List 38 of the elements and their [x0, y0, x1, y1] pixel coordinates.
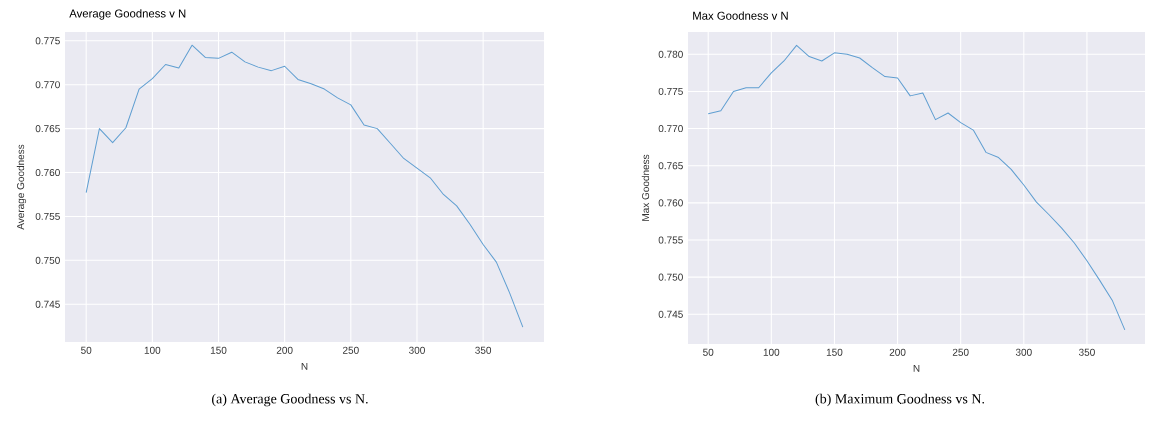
y-tick-label: 0.770: [658, 125, 683, 133]
y-axis-title: Average Goodness: [16, 144, 27, 230]
text: (a) Average Goodness vs N.: [212, 393, 368, 407]
x-tick-label: 100: [144, 346, 161, 354]
y-tick-label: 0.750: [658, 273, 683, 281]
x-axis-title: N: [913, 364, 920, 372]
y-tick-label: 0.775: [658, 87, 683, 95]
x-tick-label: 350: [1078, 348, 1095, 356]
x-tick-label: 350: [475, 346, 492, 354]
x-tick-label: 300: [409, 346, 425, 354]
x-tick-label: 200: [889, 348, 906, 356]
y-tick-label: 0.745: [35, 300, 60, 308]
x-tick-label: 50: [703, 348, 714, 356]
text: (b) Maximum Goodness vs N.: [815, 393, 985, 407]
x-tick-label: 250: [952, 348, 969, 356]
y-tick-label: 0.765: [658, 162, 683, 170]
y-tick-label: 0.780: [658, 50, 683, 58]
x-tick-label: 150: [210, 346, 227, 354]
x-axis-title: N: [301, 362, 308, 370]
x-tick-label: 50: [81, 346, 92, 354]
y-tick-label: 0.760: [35, 168, 60, 177]
x-tick-label: 100: [763, 348, 780, 356]
y-tick-label: 0.775: [35, 37, 60, 45]
x-tick-label: 150: [826, 348, 843, 356]
y-tick-label: 0.770: [35, 81, 60, 89]
line-series: [707, 44, 1126, 331]
x-tick-label: 200: [276, 346, 293, 354]
x-tick-label: 250: [342, 346, 359, 354]
y-tick-label: 0.755: [658, 236, 683, 244]
chart-title: Max Goodness v N: [693, 11, 788, 20]
y-axis-title: Max Goodness: [641, 154, 650, 221]
y-tick-label: 0.745: [658, 310, 683, 318]
y-tick-label: 0.765: [35, 125, 60, 133]
y-tick-label: 0.750: [35, 256, 60, 264]
x-tick-label: 300: [1015, 348, 1032, 356]
y-tick-label: 0.760: [658, 199, 683, 207]
chart-title: Average Goodness v N: [69, 9, 186, 20]
y-tick-label: 0.755: [35, 212, 60, 220]
